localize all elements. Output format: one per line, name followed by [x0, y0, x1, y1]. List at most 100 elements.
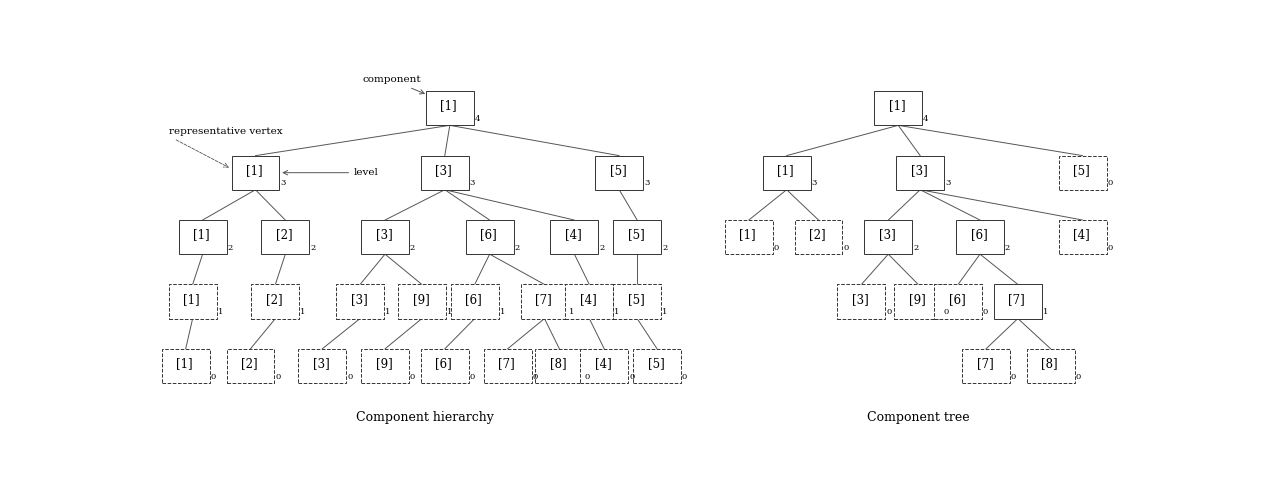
- Text: 2: 2: [228, 244, 233, 252]
- Text: 1: 1: [301, 308, 306, 316]
- Bar: [361, 349, 409, 383]
- Text: Component tree: Component tree: [867, 410, 970, 424]
- Bar: [252, 284, 300, 318]
- Text: 1: 1: [385, 308, 391, 316]
- Text: 0: 0: [1107, 180, 1112, 187]
- Text: level: level: [283, 168, 379, 177]
- Bar: [226, 349, 274, 383]
- Text: 0: 0: [584, 372, 589, 381]
- Text: [2]: [2]: [276, 228, 293, 241]
- Bar: [451, 284, 499, 318]
- Text: 0: 0: [943, 308, 948, 316]
- Text: 0: 0: [983, 308, 988, 316]
- Bar: [613, 284, 661, 318]
- Bar: [521, 284, 568, 318]
- Text: [5]: [5]: [628, 228, 644, 241]
- Text: [3]: [3]: [910, 164, 927, 177]
- Text: 3: 3: [811, 180, 817, 187]
- Bar: [421, 155, 468, 190]
- Text: [5]: [5]: [1074, 164, 1091, 177]
- Text: [1]: [1]: [777, 164, 793, 177]
- Bar: [633, 349, 682, 383]
- Bar: [179, 220, 226, 254]
- Bar: [550, 220, 598, 254]
- Text: [2]: [2]: [266, 293, 283, 306]
- Bar: [955, 220, 1004, 254]
- Text: [8]: [8]: [550, 357, 567, 370]
- Text: [7]: [7]: [976, 357, 993, 370]
- Text: [3]: [3]: [312, 357, 329, 370]
- Text: [1]: [1]: [184, 293, 199, 306]
- Text: 0: 0: [774, 244, 779, 252]
- Text: [1]: [1]: [176, 357, 193, 370]
- Text: [1]: [1]: [441, 99, 457, 113]
- Text: component: component: [363, 75, 424, 94]
- Bar: [896, 155, 944, 190]
- Bar: [421, 349, 468, 383]
- Text: 0: 0: [844, 244, 849, 252]
- Bar: [397, 284, 446, 318]
- Text: 0: 0: [410, 372, 415, 381]
- Text: 4: 4: [923, 115, 928, 123]
- Bar: [1058, 220, 1106, 254]
- Text: [2]: [2]: [809, 228, 826, 241]
- Bar: [725, 220, 773, 254]
- Text: [3]: [3]: [853, 293, 869, 306]
- Bar: [1058, 155, 1106, 190]
- Text: [6]: [6]: [949, 293, 966, 306]
- Text: 0: 0: [886, 308, 891, 316]
- Text: [4]: [4]: [565, 228, 581, 241]
- Text: [1]: [1]: [193, 228, 210, 241]
- Text: [4]: [4]: [580, 293, 597, 306]
- Text: Component hierarchy: Component hierarchy: [356, 410, 494, 424]
- Text: 1: 1: [446, 308, 453, 316]
- Bar: [580, 349, 628, 383]
- Bar: [336, 284, 385, 318]
- Bar: [162, 349, 210, 383]
- Text: 2: 2: [410, 244, 415, 252]
- Bar: [795, 220, 842, 254]
- Text: 2: 2: [913, 244, 918, 252]
- Text: [4]: [4]: [1074, 228, 1091, 241]
- Text: [2]: [2]: [242, 357, 257, 370]
- Text: 1: 1: [217, 308, 222, 316]
- Text: [8]: [8]: [1042, 357, 1058, 370]
- Text: 3: 3: [469, 180, 475, 187]
- Text: 2: 2: [310, 244, 315, 252]
- Text: 0: 0: [347, 372, 352, 381]
- Text: [7]: [7]: [1008, 293, 1025, 306]
- Text: 3: 3: [945, 180, 950, 187]
- Text: [7]: [7]: [535, 293, 552, 306]
- Bar: [763, 155, 810, 190]
- Text: 1: 1: [615, 308, 620, 316]
- Text: 0: 0: [629, 372, 634, 381]
- Text: [4]: [4]: [595, 357, 612, 370]
- Text: [6]: [6]: [480, 228, 496, 241]
- Bar: [261, 220, 309, 254]
- Text: 0: 0: [211, 372, 216, 381]
- Text: 0: 0: [682, 372, 687, 381]
- Text: [6]: [6]: [971, 228, 988, 241]
- Bar: [837, 284, 885, 318]
- Text: 1: 1: [499, 308, 505, 316]
- Bar: [962, 349, 1010, 383]
- Text: 0: 0: [1075, 372, 1082, 381]
- Bar: [1026, 349, 1075, 383]
- Text: [1]: [1]: [739, 228, 756, 241]
- Text: [9]: [9]: [413, 293, 430, 306]
- Text: [3]: [3]: [351, 293, 368, 306]
- Bar: [894, 284, 943, 318]
- Bar: [426, 91, 473, 125]
- Bar: [874, 91, 922, 125]
- Text: [3]: [3]: [376, 228, 392, 241]
- Text: 0: 0: [532, 372, 538, 381]
- Text: 2: 2: [1004, 244, 1011, 252]
- Text: 2: 2: [662, 244, 667, 252]
- Text: [9]: [9]: [909, 293, 926, 306]
- Text: 0: 0: [1011, 372, 1016, 381]
- Text: [9]: [9]: [376, 357, 392, 370]
- Text: [7]: [7]: [498, 357, 514, 370]
- Bar: [168, 284, 216, 318]
- Text: [3]: [3]: [436, 164, 453, 177]
- Text: 4: 4: [475, 115, 480, 123]
